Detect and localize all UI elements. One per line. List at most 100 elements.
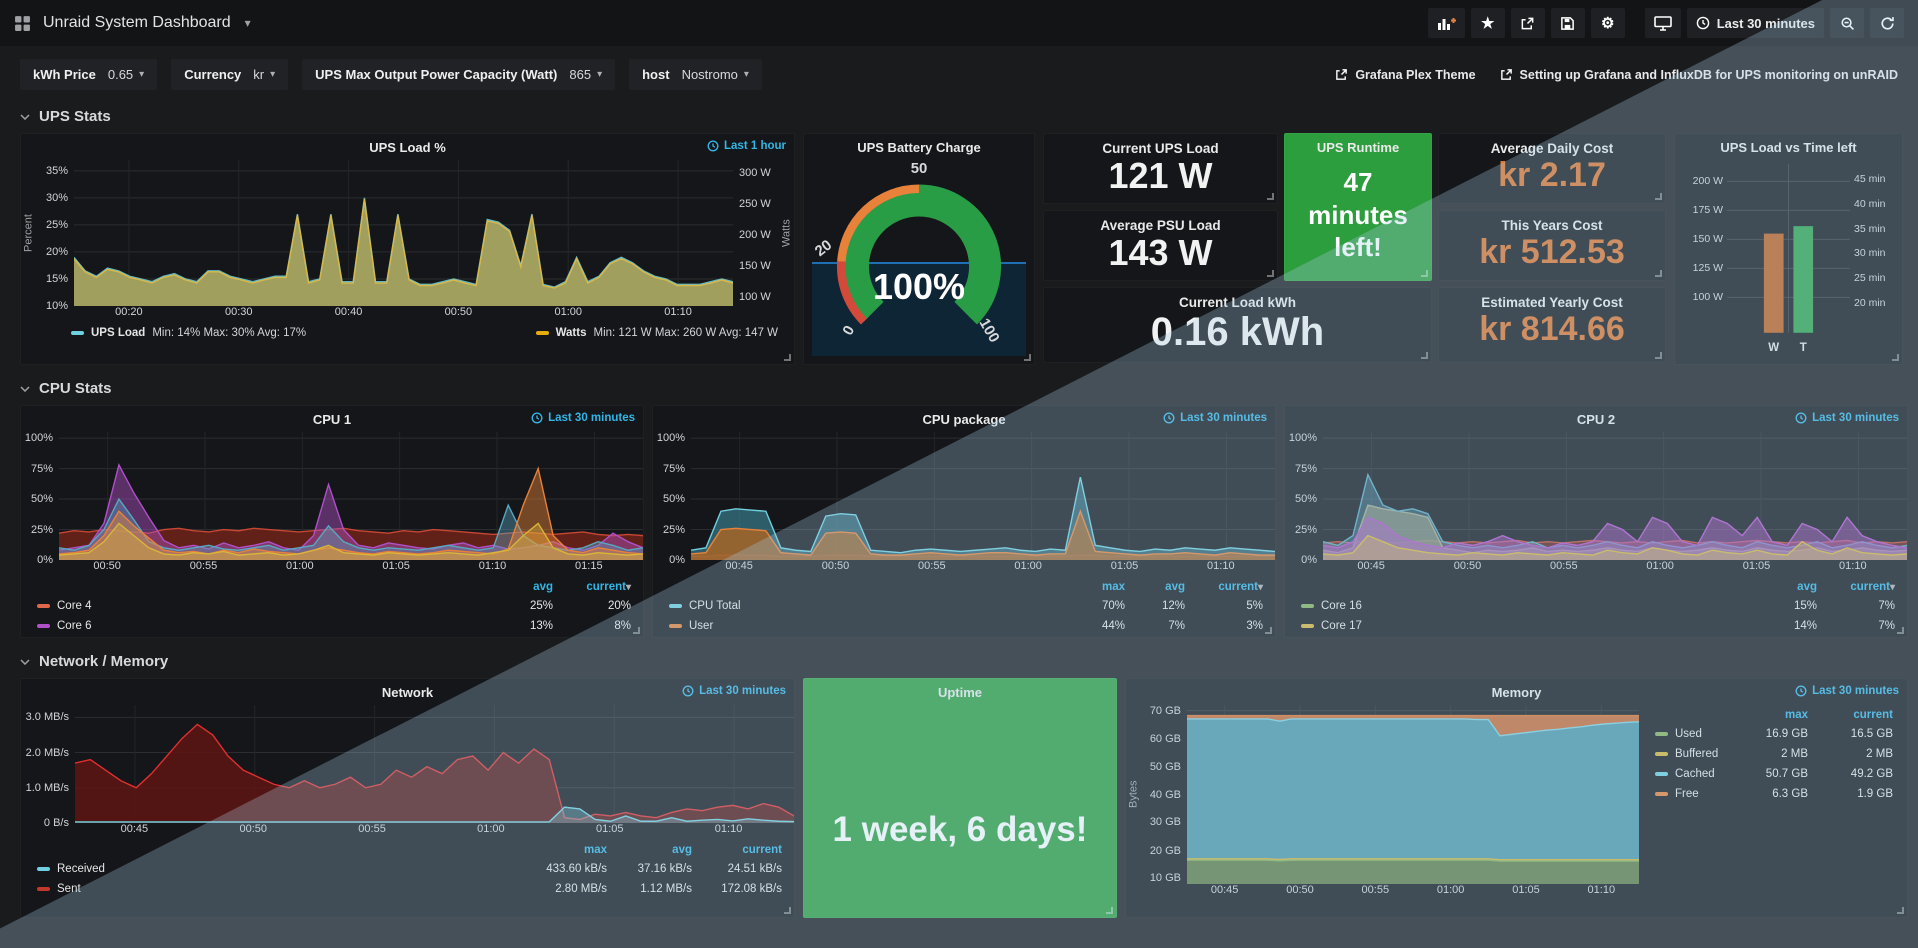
panel-network: Network Last 30 minutes 3.0 MB/s 2.0 MB/s…: [20, 678, 795, 918]
resize-handle[interactable]: [1267, 193, 1274, 200]
section-network-memory[interactable]: Network / Memory: [0, 646, 1918, 675]
resize-handle[interactable]: [1265, 627, 1272, 634]
chart-legend: avg current▾ Core 16 15% 7% Core 17 14% 7%: [1285, 577, 1907, 636]
panel-title[interactable]: UPS Load %: [369, 139, 446, 155]
resize-handle[interactable]: [1897, 627, 1904, 634]
chevron-down-icon: ▾: [270, 69, 276, 80]
settings-button[interactable]: ⚙: [1590, 8, 1625, 38]
add-panel-button[interactable]: [1427, 8, 1465, 38]
section-cpu-stats[interactable]: CPU Stats: [0, 373, 1918, 402]
variable-ups-max-output[interactable]: UPS Max Output Power Capacity (Watt) 865…: [302, 59, 616, 90]
legend-row: Core 6 13% 8%: [37, 616, 631, 636]
sort-caret-icon: ▾: [1889, 582, 1895, 593]
chart-legend: max avg current▾ CPU Total 70% 12% 5% User …: [653, 577, 1275, 636]
variable-host[interactable]: host Nostromo ▾: [629, 59, 762, 90]
ups-load-chart[interactable]: [74, 160, 733, 306]
cpu-package-chart[interactable]: [691, 432, 1275, 560]
svg-text:20: 20: [812, 237, 835, 260]
y-axis-ticks: 100% 75% 50% 25% 0%: [1288, 432, 1317, 566]
cycle-view-button[interactable]: [1644, 8, 1681, 38]
y-axis-label-right: Watts: [780, 219, 793, 247]
chart-legend: max current Used 16.9 GB 16.5 GB Buffered …: [1639, 705, 1907, 901]
chart-legend: UPS Load Min: 14% Max: 30% Avg: 17% Watts…: [21, 323, 794, 339]
dashboard-title[interactable]: Unraid System Dashboard: [43, 14, 231, 31]
chevron-down-icon: [20, 658, 30, 665]
time-range-badge[interactable]: Last 30 minutes: [1795, 685, 1899, 697]
panel-title[interactable]: CPU 2: [1576, 411, 1616, 427]
ups-bars-chart[interactable]: [1727, 164, 1850, 338]
resize-handle[interactable]: [1897, 907, 1904, 914]
panel-title[interactable]: CPU 1: [312, 411, 352, 427]
x-axis-ticks: 00:45 00:50 00:55 01:00 01:05 01:10: [1357, 560, 1867, 572]
legend-row: Cached 50.7 GB 49.2 GB: [1655, 764, 1893, 784]
resize-handle[interactable]: [1106, 907, 1113, 914]
x-axis-ticks: 00:50 00:55 01:00 01:05 01:10 01:15: [93, 560, 603, 572]
cpu1-chart[interactable]: [59, 432, 643, 560]
panel-estimated-yearly-cost: Estimated Yearly Cost kr 814.66: [1438, 287, 1666, 363]
share-icon: [1521, 17, 1534, 29]
time-range-picker[interactable]: Last 30 minutes: [1686, 8, 1824, 38]
refresh-button[interactable]: [1870, 8, 1904, 38]
stat-value: kr 512.53: [1479, 233, 1625, 271]
monitor-icon: [1653, 15, 1672, 31]
panel-title[interactable]: Memory: [1491, 684, 1542, 700]
resize-handle[interactable]: [784, 907, 791, 914]
y-axis-ticks: 3.0 MB/s 2.0 MB/s 1.0 MB/s 0 B/s: [25, 711, 69, 829]
section-ups-stats[interactable]: UPS Stats: [0, 101, 1918, 130]
zoom-out-button[interactable]: [1830, 8, 1864, 38]
resize-handle[interactable]: [1421, 270, 1428, 277]
chart-legend: max avg current Received 433.60 kB/s 37.16 …: [21, 840, 794, 899]
time-range-badge[interactable]: Last 30 minutes: [682, 685, 786, 697]
resize-handle[interactable]: [1655, 193, 1662, 200]
panel-title[interactable]: UPS Battery Charge: [857, 139, 981, 155]
stat-value: 47 minutes left!: [1308, 167, 1408, 262]
resize-handle[interactable]: [784, 354, 791, 361]
resize-handle[interactable]: [1892, 354, 1899, 361]
clock-icon: [682, 685, 694, 697]
link-grafana-plex-theme[interactable]: Grafana Plex Theme: [1335, 68, 1476, 82]
save-button[interactable]: [1550, 8, 1585, 38]
time-range-badge[interactable]: Last 1 hour: [707, 140, 786, 152]
stat-value: 121 W: [1108, 155, 1213, 196]
external-link-icon: [1336, 69, 1348, 80]
time-range-badge[interactable]: Last 30 minutes: [1795, 412, 1899, 424]
star-button[interactable]: ★: [1470, 8, 1505, 38]
y-axis-ticks: 100% 75% 50% 25% 0%: [656, 432, 685, 566]
clock-icon: [1795, 412, 1807, 424]
clock-icon: [1163, 412, 1175, 424]
share-button[interactable]: [1510, 8, 1545, 38]
resize-handle[interactable]: [633, 627, 640, 634]
svg-text:50: 50: [911, 161, 928, 177]
y-axis-label: Percent: [22, 214, 35, 252]
dashboard-title-caret-icon[interactable]: ▾: [244, 16, 251, 30]
panel-ups-battery-charge: UPS Battery Charge 0 20 50 100 100%: [803, 133, 1035, 365]
y-axis-ticks: 70 GB 60 GB 50 GB 40 GB 30 GB 20 GB 10 GB: [1149, 704, 1181, 885]
panel-title[interactable]: CPU package: [922, 411, 1006, 427]
network-chart[interactable]: [75, 705, 794, 823]
panel-title[interactable]: Network: [381, 684, 434, 700]
y-axis-ticks-right: 300 W 250 W 200 W 150 W 100 W: [739, 166, 771, 304]
variable-kwh-price[interactable]: kWh Price 0.65 ▾: [20, 59, 158, 90]
variable-currency[interactable]: Currency kr ▾: [171, 59, 289, 90]
dashboard-grid-icon[interactable]: [14, 15, 31, 32]
y-axis-label: Bytes: [1127, 780, 1140, 809]
resize-handle[interactable]: [1655, 270, 1662, 277]
resize-handle[interactable]: [1421, 352, 1428, 359]
magnifier-minus-icon: [1840, 16, 1854, 30]
memory-chart[interactable]: [1187, 705, 1639, 884]
resize-handle[interactable]: [1024, 354, 1031, 361]
panel-average-psu-load: Average PSU Load 143 W: [1043, 210, 1278, 281]
resize-handle[interactable]: [1267, 270, 1274, 277]
time-range-badge[interactable]: Last 30 minutes: [531, 412, 635, 424]
panel-ups-load-vs-time-left: UPS Load vs Time left 200 W 175 W 150 W 125…: [1674, 133, 1903, 365]
panel-title[interactable]: UPS Load vs Time left: [1720, 139, 1857, 155]
stat-value: 143 W: [1108, 232, 1213, 273]
time-range-badge[interactable]: Last 30 minutes: [1163, 412, 1267, 424]
panel-cpu1: CPU 1 Last 30 minutes 100% 75% 50% 25% 0% 00…: [20, 405, 644, 638]
resize-handle[interactable]: [1655, 352, 1662, 359]
cpu2-chart[interactable]: [1323, 432, 1907, 560]
chevron-down-icon: [20, 385, 30, 392]
legend-row: Used 16.9 GB 16.5 GB: [1655, 724, 1893, 744]
legend-row: Free 6.3 GB 1.9 GB: [1655, 784, 1893, 804]
link-ups-monitoring-guide[interactable]: Setting up Grafana and InfluxDB for UPS …: [1500, 68, 1898, 82]
